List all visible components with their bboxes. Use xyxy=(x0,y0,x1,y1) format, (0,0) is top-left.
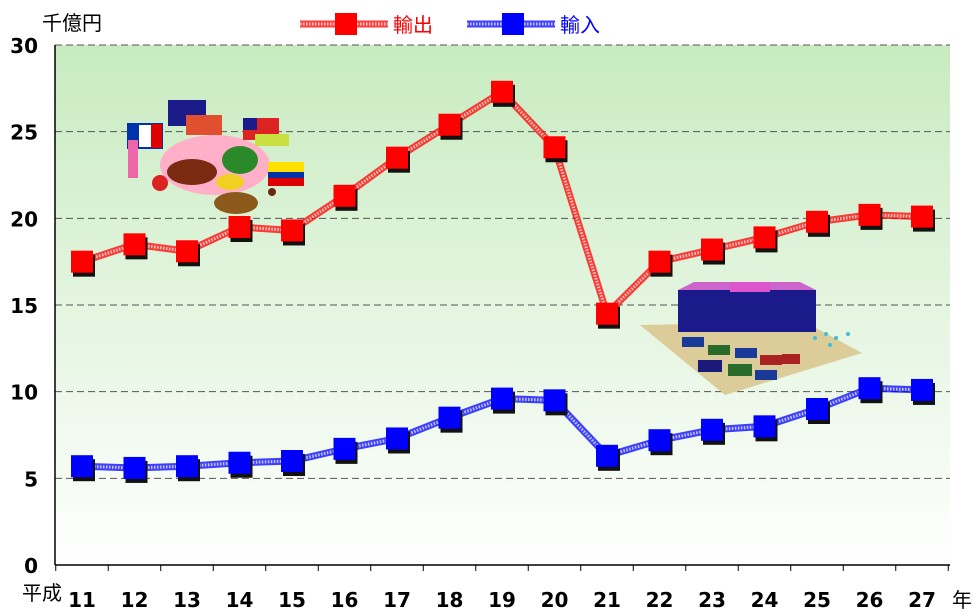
data-point xyxy=(491,387,513,410)
y-tick-label: 30 xyxy=(10,34,38,58)
x-prefix-label: 平成 xyxy=(22,581,62,605)
x-tick-label: 11 xyxy=(68,588,96,612)
legend-item: 輸入 xyxy=(467,13,600,37)
x-tick-label: 22 xyxy=(646,588,674,612)
data-point xyxy=(858,203,881,226)
x-tick-label: 16 xyxy=(331,588,359,612)
data-point xyxy=(806,210,828,233)
legend-item: 輸出 xyxy=(300,13,433,37)
cars-illustration xyxy=(640,282,862,395)
x-tick-label: 19 xyxy=(488,588,516,612)
data-point xyxy=(123,456,146,479)
legend: 輸出 輸入 xyxy=(300,13,600,37)
x-tick-label: 18 xyxy=(436,588,464,612)
data-point xyxy=(858,377,881,400)
x-tick-label: 24 xyxy=(751,588,779,612)
data-point xyxy=(911,378,933,401)
legend-label: 輸入 xyxy=(560,13,600,37)
x-tick-label: 23 xyxy=(698,588,726,612)
series-layer xyxy=(71,80,935,483)
legend-label: 輸出 xyxy=(393,13,433,37)
data-point xyxy=(753,415,776,438)
x-tick-label: 15 xyxy=(278,588,306,612)
data-point xyxy=(438,406,461,429)
legend-marker xyxy=(502,13,524,35)
data-point xyxy=(71,250,93,273)
data-point xyxy=(333,437,356,460)
y-tick-label: 15 xyxy=(10,294,38,318)
data-point xyxy=(701,418,723,441)
data-point xyxy=(543,389,566,412)
food-illustration xyxy=(127,100,304,214)
data-point xyxy=(806,398,828,420)
x-tick-label: 12 xyxy=(121,588,149,612)
data-point xyxy=(438,113,461,136)
x-tick-label: 13 xyxy=(173,588,201,612)
data-point xyxy=(911,205,933,228)
y-tick-label: 10 xyxy=(10,381,38,405)
data-point xyxy=(281,450,303,472)
x-tick-label: 25 xyxy=(803,588,831,612)
x-tick-label: 21 xyxy=(593,588,621,612)
series-1 xyxy=(71,80,935,329)
data-point xyxy=(753,226,776,249)
data-point xyxy=(176,240,198,263)
y-tick-labels: 0 5 10 15 20 25 30 xyxy=(10,34,38,578)
data-point xyxy=(71,455,93,478)
x-tick-labels: 11 12 13 14 15 16 17 18 19 20 21 22 23 24 25 26 27 xyxy=(68,588,936,612)
data-point xyxy=(333,184,356,207)
data-point xyxy=(386,427,408,450)
data-point xyxy=(648,429,671,452)
series-line xyxy=(81,89,923,317)
data-point xyxy=(123,233,146,256)
x-suffix-label: 年 xyxy=(952,588,972,612)
data-point xyxy=(543,136,566,159)
y-tick-label: 20 xyxy=(10,207,38,231)
data-point xyxy=(386,146,408,169)
data-point xyxy=(701,238,723,261)
data-point xyxy=(596,302,618,325)
data-point xyxy=(228,451,251,474)
x-tick-label: 27 xyxy=(908,588,936,612)
y-unit-label: 千億円 xyxy=(42,11,102,35)
data-point xyxy=(176,455,198,478)
data-point xyxy=(596,444,618,467)
y-tick-label: 25 xyxy=(10,121,38,145)
y-tick-label: 0 xyxy=(24,554,38,578)
data-point xyxy=(228,216,251,238)
data-point xyxy=(491,80,513,103)
x-tick-label: 26 xyxy=(856,588,884,612)
data-point xyxy=(648,250,671,273)
x-tick-label: 20 xyxy=(541,588,569,612)
x-tick-label: 14 xyxy=(226,588,254,612)
series-2 xyxy=(71,377,935,483)
legend-marker xyxy=(335,13,357,35)
y-tick-label: 5 xyxy=(24,467,38,491)
axes xyxy=(54,45,950,571)
x-tick-label: 17 xyxy=(383,588,411,612)
data-point xyxy=(281,219,303,242)
